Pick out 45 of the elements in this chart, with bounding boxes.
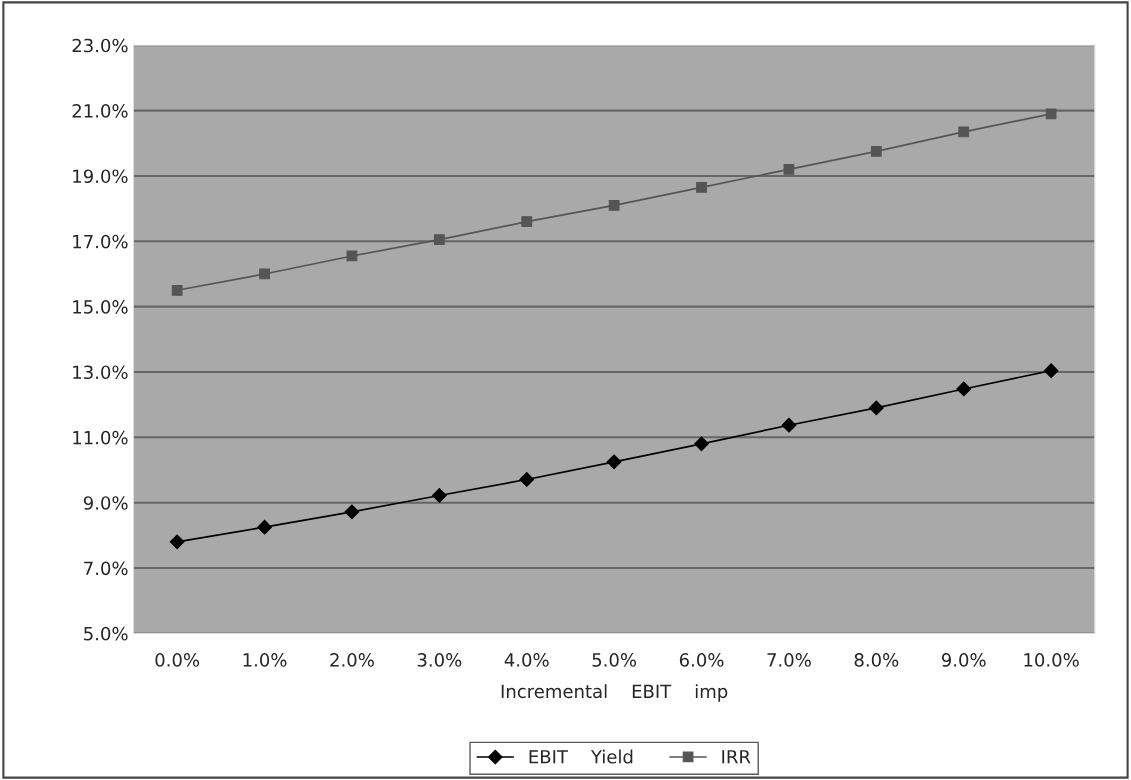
y-tick-label: 7.0%	[84, 561, 128, 576]
point	[608, 199, 620, 211]
point	[781, 417, 797, 433]
point	[956, 381, 972, 397]
x-tick-label: 0.0%	[155, 653, 200, 667]
point	[958, 126, 970, 138]
x-tick-label: 10.0%	[1024, 653, 1079, 667]
x-tick-label: 6.0%	[679, 653, 724, 667]
y-tick-label: 9.0%	[83, 496, 128, 510]
x-tick-label: 9.0%	[941, 653, 986, 667]
point	[606, 454, 622, 470]
y-tick-label: 15.0%	[73, 300, 128, 314]
y-tick-label: 21.0%	[72, 104, 128, 118]
y-tick-label: 19.0%	[73, 169, 128, 184]
point	[694, 436, 709, 452]
y-tick-label: 17.0%	[73, 234, 128, 249]
point	[257, 519, 272, 535]
point	[519, 472, 535, 487]
y-tick-label: 11.0%	[73, 430, 128, 445]
point	[171, 284, 183, 296]
x-axis-title: Incremental EBIT imp	[501, 684, 728, 702]
x-tick-label: 8.0%	[854, 653, 899, 667]
x-tick-label: 5.0%	[592, 653, 637, 667]
x-tick-label: 4.0%	[504, 653, 549, 667]
x-tick-label: 2.0%	[330, 653, 374, 667]
x-tick-label: 7.0%	[767, 653, 811, 667]
point	[344, 504, 360, 520]
point	[868, 400, 884, 416]
legend-label: EBIT Yield	[529, 749, 633, 764]
point	[259, 268, 270, 280]
point	[1045, 108, 1057, 120]
point	[1043, 363, 1059, 379]
legend-label: IRR	[722, 750, 751, 764]
point	[783, 164, 795, 175]
point	[169, 534, 185, 550]
x-tick-label: 3.0%	[417, 653, 462, 667]
point	[521, 216, 533, 228]
y-tick-label: 5.0%	[84, 626, 128, 641]
point	[870, 146, 882, 157]
point	[696, 181, 707, 193]
point	[433, 234, 445, 246]
point	[431, 488, 447, 503]
x-tick-label: 1.0%	[243, 653, 287, 667]
y-tick-label: 13.0%	[73, 365, 128, 380]
y-tick-label: 23.0%	[72, 38, 128, 53]
